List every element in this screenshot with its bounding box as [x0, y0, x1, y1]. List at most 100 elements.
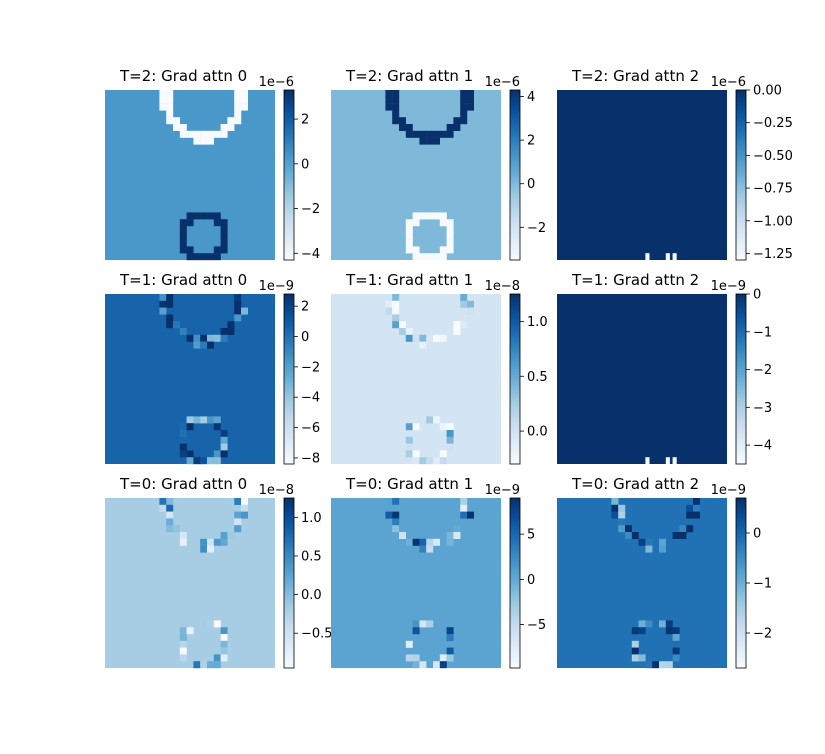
colorbar-tick-label: 2 [301, 300, 309, 315]
heatmap-cell [179, 430, 187, 437]
heatmap-cell [433, 538, 440, 546]
heatmap-cell [439, 423, 447, 431]
colorbar-tick-label: 1.0 [301, 511, 322, 526]
heatmap-cell [412, 627, 420, 635]
colorbar-tick-label: −8 [301, 451, 320, 466]
colorbar-tick-label: 0.5 [527, 370, 548, 385]
heatmap-cell [399, 525, 406, 533]
heatmap-cell [693, 498, 700, 505]
panel-title: T=0: Grad attn 0 [119, 475, 247, 493]
heatmap-cell [399, 328, 406, 335]
heatmap-cell [611, 498, 619, 505]
heatmap-cell [213, 212, 221, 220]
heatmap-cell [412, 620, 420, 628]
heatmap-cell [399, 124, 406, 131]
heatmap-cell [399, 117, 406, 125]
heatmap-cell [234, 90, 242, 97]
heatmap-cell [227, 124, 235, 131]
heatmap-cell [159, 96, 167, 104]
heatmap-cell [686, 525, 694, 533]
heatmap-cell [220, 239, 228, 247]
colorbar-exponent: 1e−8 [259, 483, 294, 498]
heatmap-cell [446, 634, 454, 641]
heatmap-cell [638, 627, 646, 635]
colorbar-tick-label: 0 [527, 573, 535, 588]
heatmap-cell [426, 457, 434, 465]
heatmap-cell [220, 246, 228, 254]
heatmap-cell [439, 334, 447, 342]
heatmap-cell [665, 661, 673, 669]
colorbar-tick-label: 2 [301, 113, 309, 128]
heatmap-cell [446, 124, 454, 131]
heatmap-cell [193, 212, 201, 220]
colorbar-tick-label: 1.0 [527, 315, 548, 330]
heatmap-cell [625, 525, 632, 533]
colorbar [283, 89, 295, 261]
colorbar-exponent: 1e−9 [259, 279, 294, 294]
heatmap-cell [173, 124, 180, 131]
heatmap-cell [241, 504, 248, 512]
heatmap-cell [179, 640, 187, 648]
heatmap-cell [419, 334, 427, 342]
heatmap-cell [179, 232, 187, 240]
heatmap-cell [392, 307, 400, 315]
heatmap-panel: T=0: Grad attn 0 1e−8 1.0 0.5 0.0 −0.5 [105, 475, 333, 669]
heatmap-cell [412, 450, 420, 458]
heatmap-cell [207, 457, 214, 465]
heatmap-cell [405, 124, 413, 131]
colorbar-tick-label: −2 [301, 202, 320, 217]
heatmap-cell [665, 620, 673, 628]
heatmap-cell [207, 130, 214, 138]
heatmap-cell [213, 416, 221, 424]
heatmap-cell [439, 219, 447, 227]
heatmap-cell [631, 654, 639, 662]
heatmap-cell [200, 130, 208, 138]
heatmap-cell [234, 498, 242, 505]
heatmap-cell [446, 239, 454, 247]
heatmap-cell [166, 314, 174, 322]
heatmap-field [557, 294, 727, 464]
heatmap-cell [385, 103, 393, 111]
heatmap-cell [426, 212, 434, 220]
heatmap-cell [399, 321, 406, 329]
heatmap-cell [392, 314, 400, 322]
heatmap-panel: T=2: Grad attn 0 1e−6 2 0 −2 −4 [105, 67, 320, 262]
heatmap-cell [220, 634, 228, 641]
heatmap-cell [446, 627, 454, 635]
heatmap-cell [220, 130, 228, 138]
heatmap-cell [186, 130, 194, 138]
heatmap-cell [460, 110, 468, 118]
heatmap-cell [439, 212, 447, 220]
heatmap-cell [659, 538, 666, 546]
heatmap-cell [426, 416, 434, 424]
colorbar [509, 89, 521, 261]
heatmap-cell [631, 627, 639, 635]
heatmap-cell [385, 511, 393, 519]
heatmap-cell [234, 525, 242, 533]
heatmap-cell [173, 117, 180, 125]
heatmap-cell [193, 661, 201, 669]
heatmap-cell [460, 321, 468, 329]
heatmap-cell [179, 647, 187, 655]
heatmap-cell [426, 620, 434, 628]
heatmap-cell [234, 300, 242, 308]
panel-title: T=2: Grad attn 2 [571, 67, 699, 85]
heatmap-cell [193, 341, 201, 349]
heatmap-cell [186, 450, 194, 458]
heatmap-cell [618, 525, 626, 533]
heatmap-cell [426, 130, 434, 138]
heatmap-cell [166, 96, 174, 104]
heatmap-cell [392, 300, 400, 308]
heatmap-cell [419, 341, 427, 349]
heatmap-cell [220, 647, 228, 655]
heatmap-field [105, 498, 275, 668]
colorbar [735, 89, 747, 261]
heatmap-cell [446, 532, 454, 539]
heatmap-cell [405, 654, 413, 662]
heatmap-cell [220, 124, 228, 131]
heatmap-cell [446, 443, 454, 451]
heatmap-cell [453, 124, 461, 131]
heatmap-cell [672, 532, 680, 539]
